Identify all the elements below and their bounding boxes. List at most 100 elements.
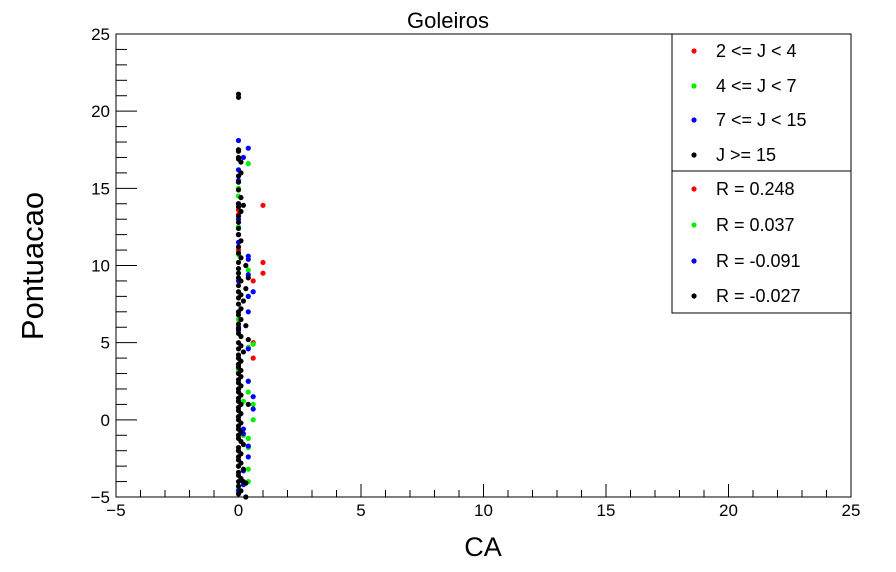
legend-marker (691, 222, 697, 228)
y-tick-label: −5 (91, 488, 110, 507)
data-point (235, 156, 242, 162)
data-point (235, 346, 242, 352)
data-point (235, 219, 242, 225)
data-point (235, 244, 242, 250)
data-point (243, 480, 249, 486)
data-point (240, 466, 246, 472)
data-point (245, 309, 251, 315)
data-point (238, 333, 244, 340)
legend-marker (691, 117, 697, 123)
data-point (250, 355, 256, 361)
data-point (260, 202, 266, 208)
data-point (260, 270, 266, 276)
data-point (250, 417, 256, 423)
data-point (235, 94, 242, 100)
data-point (235, 265, 242, 272)
data-point (245, 466, 251, 472)
data-point (235, 259, 242, 266)
legend-marker (691, 83, 697, 89)
legend-label: 2 <= J < 4 (716, 41, 797, 61)
legend-marker (691, 293, 697, 299)
data-point (245, 443, 251, 449)
data-point (238, 278, 244, 284)
x-tick-label: 20 (719, 501, 738, 520)
data-point (238, 316, 244, 323)
data-points (235, 91, 266, 500)
data-point (235, 483, 242, 489)
data-point (245, 378, 251, 384)
data-point (243, 262, 249, 269)
data-point (245, 401, 251, 407)
data-point (235, 295, 242, 301)
data-point (243, 323, 249, 329)
data-point (243, 286, 249, 292)
data-point (235, 250, 242, 256)
data-point (260, 259, 266, 266)
data-point (250, 278, 256, 284)
y-tick-label: 20 (91, 102, 110, 121)
x-tick-label: 5 (356, 501, 365, 520)
x-axis-title: CA (464, 532, 502, 562)
data-point (238, 255, 244, 261)
data-point (243, 494, 249, 500)
y-tick-label: 25 (91, 25, 110, 44)
data-point (235, 491, 242, 497)
y-tick-label: 10 (91, 257, 110, 276)
legend-label: J >= 15 (716, 145, 776, 165)
data-point (245, 161, 251, 167)
x-tick-label: 25 (842, 501, 861, 520)
data-point (245, 336, 251, 343)
data-point (235, 213, 242, 219)
data-point (235, 312, 242, 318)
data-point (240, 349, 246, 355)
chart-title: Goleiros (407, 8, 489, 33)
legend-label: R = 0.248 (716, 179, 795, 199)
data-point (245, 435, 251, 441)
data-point (235, 148, 242, 154)
data-point (240, 441, 246, 448)
data-point (240, 202, 246, 208)
legend-correlation-box (671, 170, 852, 314)
legend-label: 7 <= J < 15 (716, 110, 807, 130)
legend-marker (691, 258, 697, 264)
data-point (245, 256, 251, 262)
legend-marker (691, 186, 697, 192)
y-tick-label: 15 (91, 179, 110, 198)
data-point (245, 454, 251, 460)
legend-label: R = -0.091 (716, 251, 801, 271)
x-tick-label: 10 (474, 501, 493, 520)
data-point (238, 194, 244, 201)
legend-label: 4 <= J < 7 (716, 76, 797, 96)
data-point (235, 187, 242, 193)
legend-marker (691, 152, 697, 158)
legend-label: R = 0.037 (716, 215, 795, 235)
data-point (240, 154, 246, 161)
legend-series-box (671, 33, 852, 172)
data-point (245, 267, 251, 273)
data-point (245, 346, 251, 352)
data-point (235, 204, 242, 210)
data-point (245, 145, 251, 151)
data-point (250, 406, 256, 412)
x-tick-label: 15 (597, 501, 616, 520)
data-point (235, 478, 242, 485)
x-tick-label: −5 (106, 501, 125, 520)
data-point (235, 270, 242, 276)
axis-ticks (115, 33, 852, 498)
x-axis-tick-labels: −5 0 5 10 15 20 25 (106, 501, 860, 520)
data-point (235, 137, 242, 144)
data-point (250, 394, 256, 400)
data-point (235, 463, 242, 469)
legend-label: R = -0.027 (716, 286, 801, 306)
data-point (250, 289, 256, 295)
data-point (235, 326, 242, 332)
data-point (250, 341, 256, 347)
data-point (245, 275, 251, 281)
data-point (245, 293, 251, 299)
data-point (235, 321, 242, 327)
y-axis-tick-labels: −5 0 5 10 15 20 25 (91, 25, 110, 507)
y-axis-title: Pontuacao (15, 192, 50, 340)
data-point (235, 225, 242, 232)
data-point (238, 170, 244, 176)
